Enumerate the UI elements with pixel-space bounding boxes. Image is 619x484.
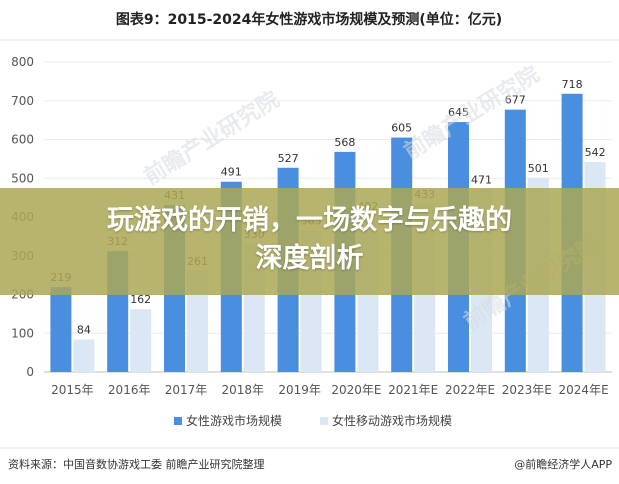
headline-banner: 玩游戏的开销，一场数字与乐趣的 深度剖析 [0,188,619,295]
value-label: 84 [77,323,91,336]
value-label: 471 [471,173,492,186]
x-tick-label: 2024年E [559,383,609,397]
y-tick-label: 700 [11,94,34,108]
value-label: 501 [528,162,549,175]
legend-label-series2: 女性移动游戏市场规模 [332,413,452,428]
x-axis-labels: 2015年 2016年 2017年 2018年 2019年 2020年E 2021年E 202… [51,383,609,397]
chart-title: 图表9：2015-2024年女性游戏市场规模及预测(单位：亿元) [116,11,502,28]
legend-swatch-series1 [174,417,182,425]
y-tick-label: 0 [26,365,34,379]
x-tick-label: 2015年 [51,383,94,397]
y-tick-label: 500 [11,171,34,185]
x-tick-label: 2018年 [222,383,265,397]
bar-series1 [50,287,72,372]
value-label: 542 [585,146,606,159]
value-label: 568 [334,136,355,149]
value-label: 718 [562,78,583,91]
headline-line-1: 玩游戏的开销，一场数字与乐趣的 [107,205,512,236]
value-label: 677 [505,94,526,107]
bar-series2 [187,270,208,372]
headline-line-2: 深度剖析 [255,243,364,274]
source-text: 资料来源：中国音数协游戏工委 前瞻产业研究院整理 [8,457,265,471]
x-tick-label: 2022年E [445,383,495,397]
legend: 女性游戏市场规模 女性移动游戏市场规模 [174,413,452,428]
value-label: 162 [130,293,151,306]
y-tick-label: 100 [11,326,34,340]
x-tick-label: 2021年E [388,383,438,397]
x-tick-label: 2017年 [165,383,208,397]
value-label: 645 [448,106,469,119]
legend-swatch-series2 [320,417,328,425]
bar-series2 [130,309,152,372]
value-label: 527 [278,152,299,165]
y-tick-label: 600 [11,133,34,147]
value-label: 491 [221,166,242,179]
x-tick-label: 2019年 [278,383,321,397]
bar-series2 [73,339,95,372]
brand-text: @前瞻经济学人APP [514,457,612,471]
value-label: 605 [391,122,412,135]
x-tick-label: 2016年 [108,383,151,397]
x-tick-label: 2023年E [502,383,552,397]
x-tick-label: 2020年E [331,383,381,397]
y-tick-label: 800 [11,55,34,69]
legend-label-series1: 女性游戏市场规模 [186,413,282,428]
